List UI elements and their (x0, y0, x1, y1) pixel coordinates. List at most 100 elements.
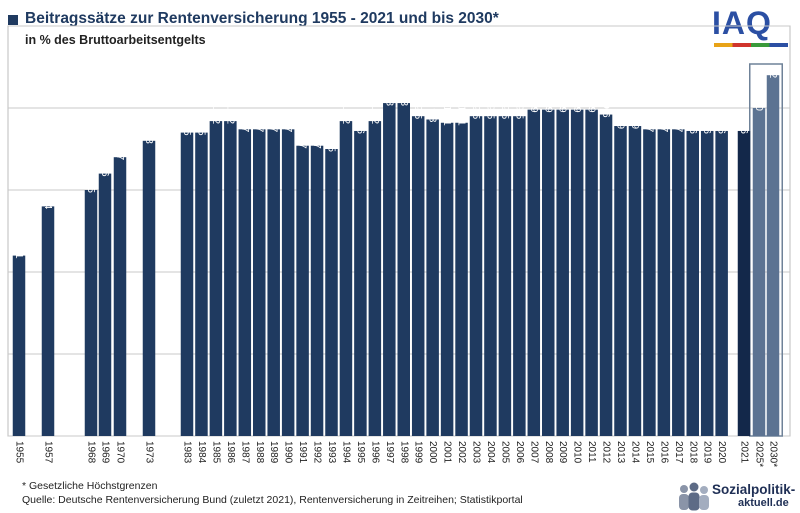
x-tick-label: 2025* (754, 441, 765, 467)
title-bullet-square (8, 15, 18, 25)
value-label: 18.6 (354, 114, 366, 135)
x-tick-label: 2016 (658, 441, 669, 464)
value-label: 16 (99, 165, 111, 177)
iaq-logo: IAQ (712, 4, 792, 48)
x-tick-label: 1957 (43, 441, 54, 464)
x-tick-label: 2006 (514, 441, 525, 464)
value-label: 19.5 (470, 99, 482, 120)
value-label: 19.2 (224, 104, 236, 125)
bar-2003 (469, 116, 483, 436)
value-label: 18.7 (282, 112, 294, 133)
bar-2016 (657, 129, 671, 436)
x-tick-label: 1989 (268, 441, 279, 464)
x-tick-label: 1992 (312, 441, 323, 464)
x-tick-label: 1998 (398, 441, 409, 464)
x-tick-label: 2010 (572, 441, 583, 464)
value-label: 14 (42, 198, 54, 210)
bar-2017 (672, 129, 685, 436)
footnote: * Gesetzliche Höchstgrenzen (22, 480, 158, 492)
value-label: 19.9 (586, 92, 598, 113)
bar-2009 (556, 109, 569, 436)
x-tick-label: 2002 (456, 441, 467, 464)
x-tick-label: 2020 (716, 441, 727, 464)
value-label: 18.5 (195, 115, 207, 136)
bar-1992 (310, 145, 324, 436)
value-label: 11 (13, 248, 25, 259)
iaq-logo-color-bar (714, 43, 788, 47)
bar-1987 (238, 129, 252, 436)
x-tick-label: 2008 (543, 441, 554, 464)
bar-2001 (440, 122, 454, 436)
x-tick-label: 1984 (196, 441, 207, 464)
value-label: 18.7 (239, 112, 251, 133)
x-tick-label: 2003 (471, 441, 482, 464)
bar-1983 (180, 132, 194, 436)
bar-1996 (368, 121, 382, 437)
bar-2008 (542, 109, 555, 436)
value-label: 19.2 (210, 104, 222, 125)
bar-1990 (281, 129, 295, 436)
bar-2006 (513, 116, 526, 436)
value-label: 19.1 (456, 105, 468, 126)
bar-1970 (113, 157, 127, 436)
value-label: 18.9 (615, 109, 627, 130)
x-tick-label: 2012 (601, 441, 612, 464)
value-label: 17.7 (311, 128, 323, 149)
value-label: 17 (114, 149, 126, 161)
bar-1998 (397, 103, 410, 436)
bar-1997 (383, 103, 396, 436)
x-tick-label: 1995 (355, 441, 366, 464)
bar-1994 (339, 121, 353, 437)
x-tick-label: 2001 (442, 441, 453, 464)
bar-1973 (142, 140, 156, 437)
bar-2030* (766, 75, 780, 436)
x-tick-label: 2030* (768, 441, 779, 467)
x-tick-label: 1955 (14, 441, 25, 464)
x-tick-label: 1988 (254, 441, 265, 464)
value-label: 19.5 (499, 99, 511, 120)
value-label: 18.6 (738, 114, 750, 135)
x-tick-label: 1970 (115, 441, 126, 464)
value-label: 20.3 (383, 86, 395, 107)
bar-2025* (752, 108, 766, 436)
bar-2005 (498, 116, 512, 436)
value-label: 19.3 (427, 102, 439, 123)
x-tick-label: 2019 (702, 441, 713, 464)
x-tick-label: 2017 (673, 441, 684, 464)
x-tick-label: 1999 (413, 441, 424, 464)
bar-2011 (585, 109, 598, 436)
value-label: 17.5 (326, 132, 338, 153)
x-tick-label: 1983 (182, 441, 193, 464)
value-label: 19.1 (441, 105, 453, 126)
bar-2007 (527, 109, 541, 436)
people-group-icon (679, 482, 709, 511)
x-tick-label: 2009 (557, 441, 568, 464)
x-tick-label: 1969 (100, 441, 111, 464)
sozialpolitik-logo-line2: aktuell.de (738, 497, 789, 509)
bar-2012 (599, 114, 613, 436)
bar-1955 (12, 255, 26, 436)
value-label: 20.3 (398, 86, 410, 107)
value-label: 18.6 (716, 114, 728, 135)
x-tick-label: 2004 (485, 441, 496, 464)
value-label: 19.9 (557, 92, 569, 113)
value-label: 19.2 (340, 104, 352, 125)
value-label: 19.9 (542, 92, 554, 113)
sozialpolitik-logo-line1: Sozialpolitik- (712, 482, 796, 497)
bar-1968 (84, 190, 98, 436)
value-label: 19.6 (600, 97, 612, 118)
value-label: 18.5 (181, 115, 193, 136)
bar-1986 (224, 121, 237, 437)
x-tick-label: 2014 (629, 441, 640, 464)
x-tick-label: 1986 (225, 441, 236, 464)
x-tick-label: 2011 (586, 441, 597, 463)
value-label: 19.5 (513, 99, 525, 120)
sozialpolitik-logo[interactable]: Sozialpolitik- aktuell.de (676, 476, 800, 513)
bar-2021 (737, 130, 751, 436)
bar-1999 (411, 116, 425, 436)
bar-2015 (643, 129, 656, 436)
bar-2013 (614, 126, 627, 436)
bar-1988 (253, 129, 266, 436)
value-label: 19.9 (528, 92, 540, 113)
x-tick-label: 2005 (499, 441, 510, 464)
